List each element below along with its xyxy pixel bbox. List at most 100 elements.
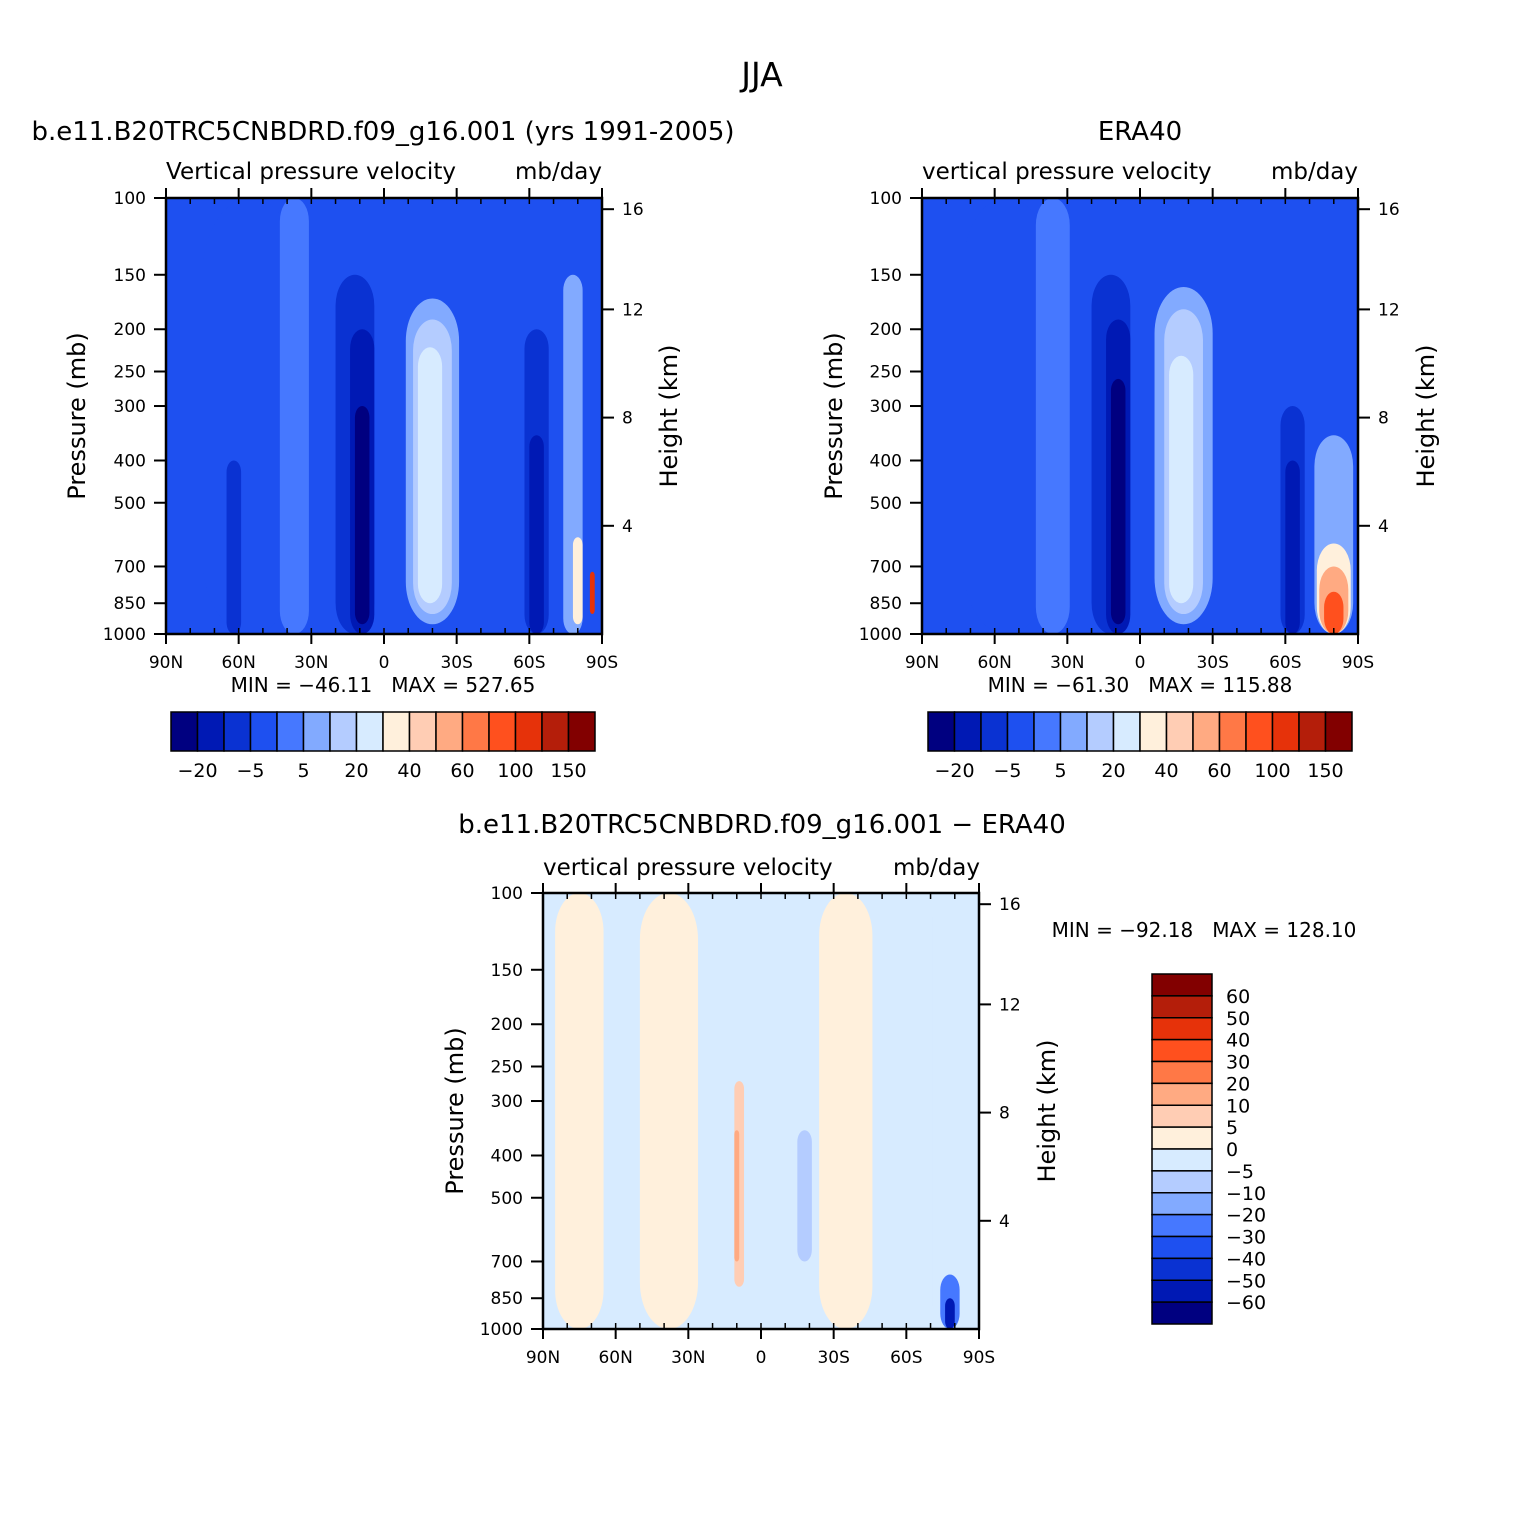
panel-diff-plot: 90N 60N 30N 0 30S 60S 90S 100 150 200 250 300 400 500… — [480, 883, 1021, 1368]
contour-cell — [819, 893, 873, 1329]
y-tick-label: 1000 — [480, 1320, 523, 1340]
y-tick-label: 150 — [870, 266, 902, 286]
panel-obs-colorbar: −20 −5 5 20 40 60 100 150 — [927, 711, 1353, 782]
colorbar-box — [1192, 711, 1221, 752]
colorbar-box — [302, 711, 331, 752]
panel-obs-variable-label: vertical pressure velocity — [922, 159, 1212, 185]
x-tick-label: 60N — [598, 1348, 632, 1368]
field-model — [166, 198, 602, 634]
colorbar-label: −5 — [236, 760, 264, 782]
y2-tick-label: 12 — [999, 995, 1021, 1015]
y-tick-label: 250 — [114, 363, 146, 383]
y2-tick-label: 12 — [1378, 300, 1400, 320]
panel-diff-title: b.e11.B20TRC5CNBDRD.f09_g16.001 − ERA40 — [458, 810, 1066, 840]
x-tick-label: 90S — [586, 653, 618, 673]
y2-tick-label: 16 — [999, 895, 1021, 915]
colorbar-label: 20 — [1101, 760, 1125, 782]
panel-diff-y2label: Height (km) — [1033, 1040, 1061, 1183]
y2-tick-label: 4 — [1378, 517, 1389, 537]
colorbar-label: 100 — [1254, 760, 1290, 782]
panel-diff-ylabel: Pressure (mb) — [441, 1027, 469, 1194]
colorbar-box — [196, 711, 225, 752]
colorbar-label: 0 — [1226, 1139, 1238, 1161]
colorbar-box — [276, 711, 305, 752]
contour-cell — [1110, 378, 1126, 625]
contour-cell — [529, 435, 544, 634]
y-tick-label: 850 — [491, 1289, 523, 1309]
colorbar-box — [1033, 711, 1062, 752]
y-tick-label: 200 — [491, 1015, 523, 1035]
y-tick-label: 200 — [114, 320, 146, 340]
colorbar-label: −60 — [1226, 1292, 1266, 1314]
colorbar-label: 10 — [1226, 1095, 1250, 1117]
colorbar-label: 150 — [550, 760, 586, 782]
y-tick-label: 150 — [491, 961, 523, 981]
colorbar-box — [1151, 1235, 1213, 1260]
colorbar-label: −10 — [1226, 1183, 1266, 1205]
panel-obs-y2label: Height (km) — [1412, 345, 1440, 488]
y-tick-label: 850 — [114, 594, 146, 614]
colorbar-box — [249, 711, 278, 752]
colorbar-box — [1086, 711, 1115, 752]
panel-obs-ylabel: Pressure (mb) — [820, 332, 848, 499]
panel-diff-variable-label: vertical pressure velocity — [543, 855, 833, 881]
colorbar-label: 40 — [1154, 760, 1178, 782]
colorbar-label: −50 — [1226, 1270, 1266, 1292]
colorbar-label: 40 — [1226, 1030, 1250, 1052]
colorbar-label: 60 — [450, 760, 474, 782]
y-tick-label: 1000 — [103, 625, 146, 645]
y2-tick-label: 8 — [999, 1104, 1010, 1124]
colorbar-box — [1151, 1301, 1213, 1325]
panel-model-ylabel: Pressure (mb) — [63, 332, 91, 499]
colorbar-box — [1151, 1082, 1213, 1106]
colorbar-box — [1271, 711, 1300, 752]
colorbar-label: −5 — [1226, 1161, 1254, 1183]
y-tick-label: 300 — [491, 1092, 523, 1112]
figure-title: JJA — [739, 55, 783, 94]
colorbar-box — [1151, 1126, 1213, 1150]
contour-cell — [945, 1298, 955, 1329]
x-tick-label: 60S — [513, 653, 545, 673]
colorbar-box — [461, 711, 490, 752]
y2-tick-label: 16 — [622, 200, 644, 220]
y2-tick-label: 4 — [622, 517, 633, 537]
colorbar-label: 30 — [1226, 1052, 1250, 1074]
colorbar-label: −20 — [934, 760, 974, 782]
x-tick-label: 30S — [1196, 653, 1228, 673]
y-tick-label: 100 — [114, 189, 146, 209]
colorbar-box — [1151, 1213, 1213, 1238]
y-tick-label: 300 — [870, 397, 902, 417]
colorbar-label: 100 — [497, 760, 533, 782]
x-tick-label: 90N — [905, 653, 939, 673]
panel-obs-units: mb/day — [1271, 159, 1358, 185]
colorbar-box — [488, 711, 517, 752]
y-tick-label: 400 — [491, 1146, 523, 1166]
panel-obs-plot: 90N 60N 30N 0 30S 60S 90S 100 150 200 250 300 400 500… — [859, 188, 1400, 673]
colorbar-box — [953, 711, 982, 752]
colorbar-box — [1059, 711, 1088, 752]
colorbar-box — [1298, 711, 1327, 752]
colorbar-box — [567, 711, 596, 752]
x-tick-label: 0 — [1135, 653, 1146, 673]
colorbar-label: 40 — [397, 760, 421, 782]
panel-model-title: b.e11.B20TRC5CNBDRD.f09_g16.001 (yrs 199… — [31, 117, 734, 147]
y-tick-label: 100 — [870, 189, 902, 209]
colorbar-label: −20 — [1226, 1205, 1266, 1227]
y-tick-label: 150 — [114, 266, 146, 286]
contour-cell — [734, 1130, 740, 1262]
contour-cell — [1169, 355, 1194, 604]
colorbar-label: 20 — [1226, 1073, 1250, 1095]
y-tick-label: 250 — [870, 363, 902, 383]
x-tick-label: 90N — [526, 1348, 560, 1368]
contour-cell — [963, 198, 1051, 634]
contour-cell — [1035, 198, 1070, 634]
contour-cell — [572, 537, 583, 625]
colorbar-box — [170, 711, 199, 752]
contour-cell — [1324, 591, 1344, 634]
y-tick-label: 400 — [114, 451, 146, 471]
x-tick-label: 30N — [671, 1348, 705, 1368]
colorbar-box — [1151, 973, 1213, 997]
colorbar-box — [927, 711, 956, 752]
panel-obs: ERA40 vertical pressure velocity mb/day … — [820, 117, 1440, 782]
